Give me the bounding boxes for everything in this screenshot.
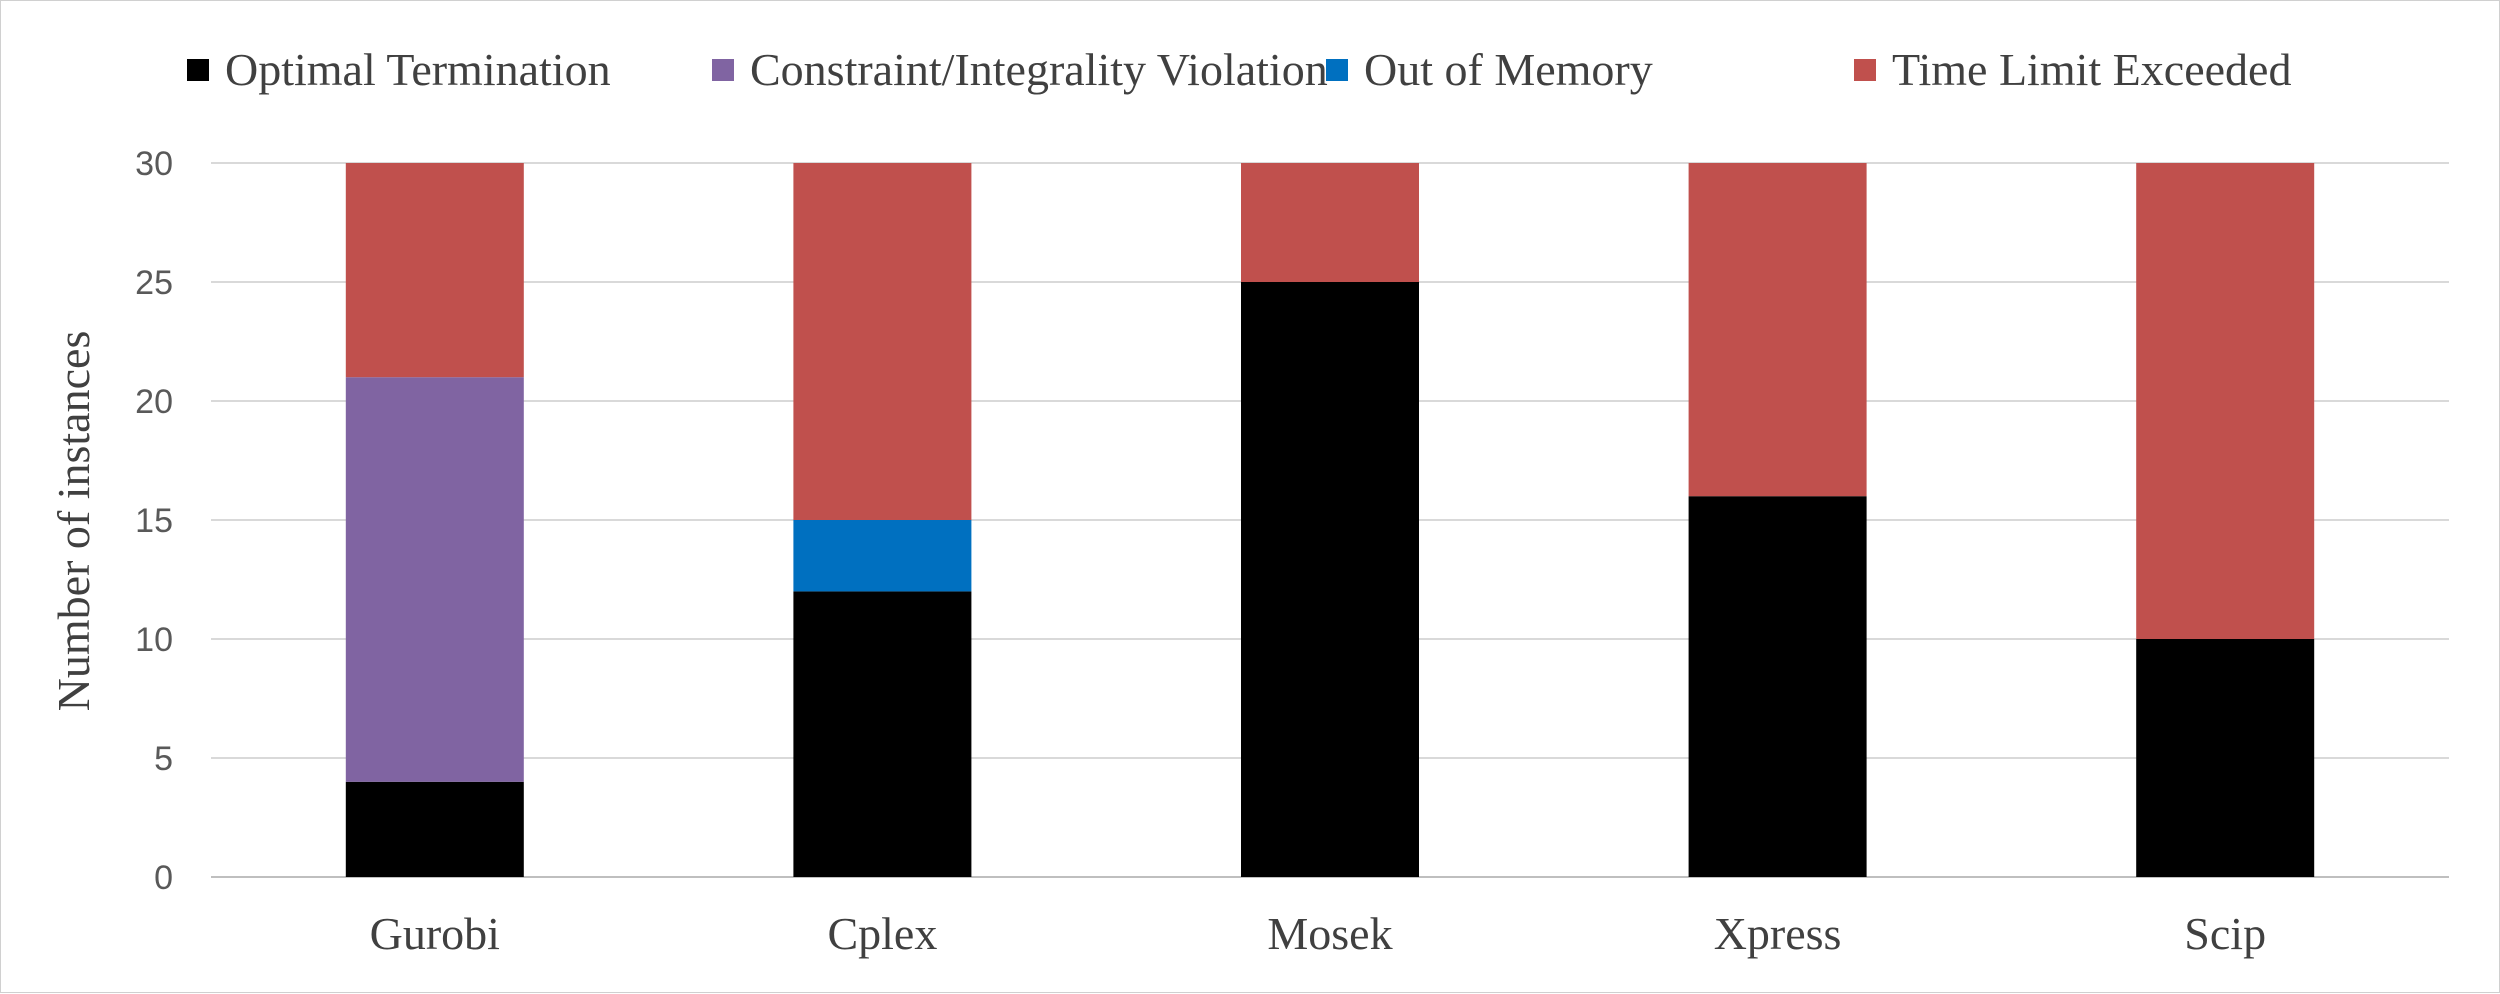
bar-segment [1688, 496, 1867, 877]
y-tick-label: 15 [135, 502, 173, 540]
y-tick-label: 10 [135, 621, 173, 659]
bar-segment [793, 591, 972, 877]
x-axis-ticks: Gurobi Cplex Mosek Xpress Scip [370, 908, 2266, 959]
bar-segment [2136, 639, 2315, 877]
y-tick-label: 0 [154, 859, 173, 897]
bar-segment [345, 781, 524, 877]
legend-label: Optimal Termination [225, 44, 611, 95]
legend-label: Time Limit Exceeded [1892, 44, 2291, 95]
legend-label: Out of Memory [1364, 44, 1653, 95]
y-tick-label: 20 [135, 383, 173, 421]
x-tick-label: Gurobi [370, 908, 500, 959]
legend-swatch [1854, 59, 1876, 81]
legend-swatch [712, 59, 734, 81]
bar-segment [1688, 163, 1867, 497]
legend-label: Constraint/Integrality Violation [750, 44, 1328, 95]
y-axis-ticks: 0 5 10 15 20 25 30 [135, 145, 173, 897]
x-tick-label: Xpress [1714, 908, 1842, 959]
y-axis-label: Number of instances [48, 331, 99, 712]
legend-swatch [187, 59, 209, 81]
bar-segment [793, 163, 972, 520]
x-tick-label: Mosek [1267, 908, 1392, 959]
bar-segment [1241, 163, 1419, 282]
legend-swatch [1326, 59, 1348, 81]
y-tick-label: 30 [135, 145, 173, 183]
bar-segment [2136, 163, 2315, 639]
x-tick-label: Scip [2184, 908, 2266, 959]
x-tick-label: Cplex [827, 908, 937, 959]
y-tick-label: 5 [154, 740, 173, 778]
bar-segment [345, 163, 524, 378]
bar-segment [345, 377, 524, 782]
legend: Optimal Termination Constraint/Integralit… [187, 44, 2291, 95]
bars [345, 163, 2315, 877]
y-tick-label: 25 [135, 264, 173, 302]
bar-segment [793, 520, 972, 592]
bar-segment [1241, 282, 1419, 877]
